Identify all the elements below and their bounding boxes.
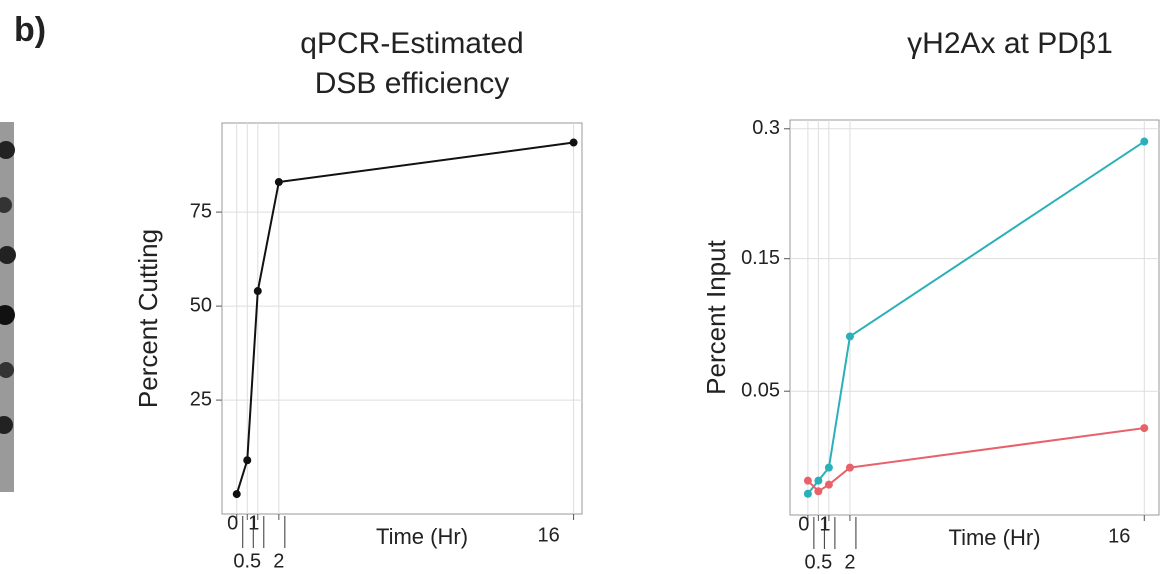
x-tick-label: 1 <box>248 512 259 534</box>
data-point <box>253 287 262 296</box>
y-axis-label: Percent Cutting <box>133 229 163 408</box>
x-tick-label: 16 <box>1108 525 1130 547</box>
y-tick-label: 25 <box>190 388 212 410</box>
data-point <box>803 476 812 485</box>
plot-area <box>789 119 1160 516</box>
x-tick-label: 2 <box>273 550 284 572</box>
panel-label: b) <box>14 11 46 49</box>
data-point <box>814 487 823 496</box>
x-tick-label: 0 <box>798 513 809 535</box>
data-point <box>232 490 241 499</box>
y-tick-label: 0.3 <box>752 117 780 139</box>
data-point <box>824 480 833 489</box>
x-tick-label: 16 <box>537 524 559 546</box>
x-axis-label: Time (Hr) <box>948 525 1040 550</box>
x-tick-label: 0 <box>227 512 238 534</box>
x-tick-label: 1 <box>819 513 830 535</box>
x-axis-label: Time (Hr) <box>376 524 468 549</box>
micrograph-strip <box>0 122 16 492</box>
y-tick-label: 0.05 <box>741 379 780 401</box>
x-tick-label: 2 <box>844 551 855 573</box>
data-point <box>803 489 812 498</box>
data-point <box>274 178 283 187</box>
chart-title: γH2Ax at PDβ1 <box>907 27 1113 60</box>
y-axis-label: Percent Input <box>701 239 731 394</box>
plot-area <box>221 122 583 515</box>
y-tick-label: 50 <box>190 294 212 316</box>
data-point <box>243 456 252 465</box>
chart-title: qPCR-Estimated <box>300 27 523 60</box>
x-tick-label: 0.5 <box>804 551 832 573</box>
x-tick-label: 0.5 <box>233 550 261 572</box>
y-tick-label: 75 <box>190 200 212 222</box>
y-tick-label: 0.15 <box>741 247 780 269</box>
data-point <box>1140 137 1149 146</box>
data-point <box>569 138 578 147</box>
data-point <box>845 332 854 341</box>
data-point <box>814 476 823 485</box>
chart-title: DSB efficiency <box>315 67 510 100</box>
data-point <box>1140 424 1149 433</box>
data-point <box>845 463 854 472</box>
data-point <box>824 463 833 472</box>
